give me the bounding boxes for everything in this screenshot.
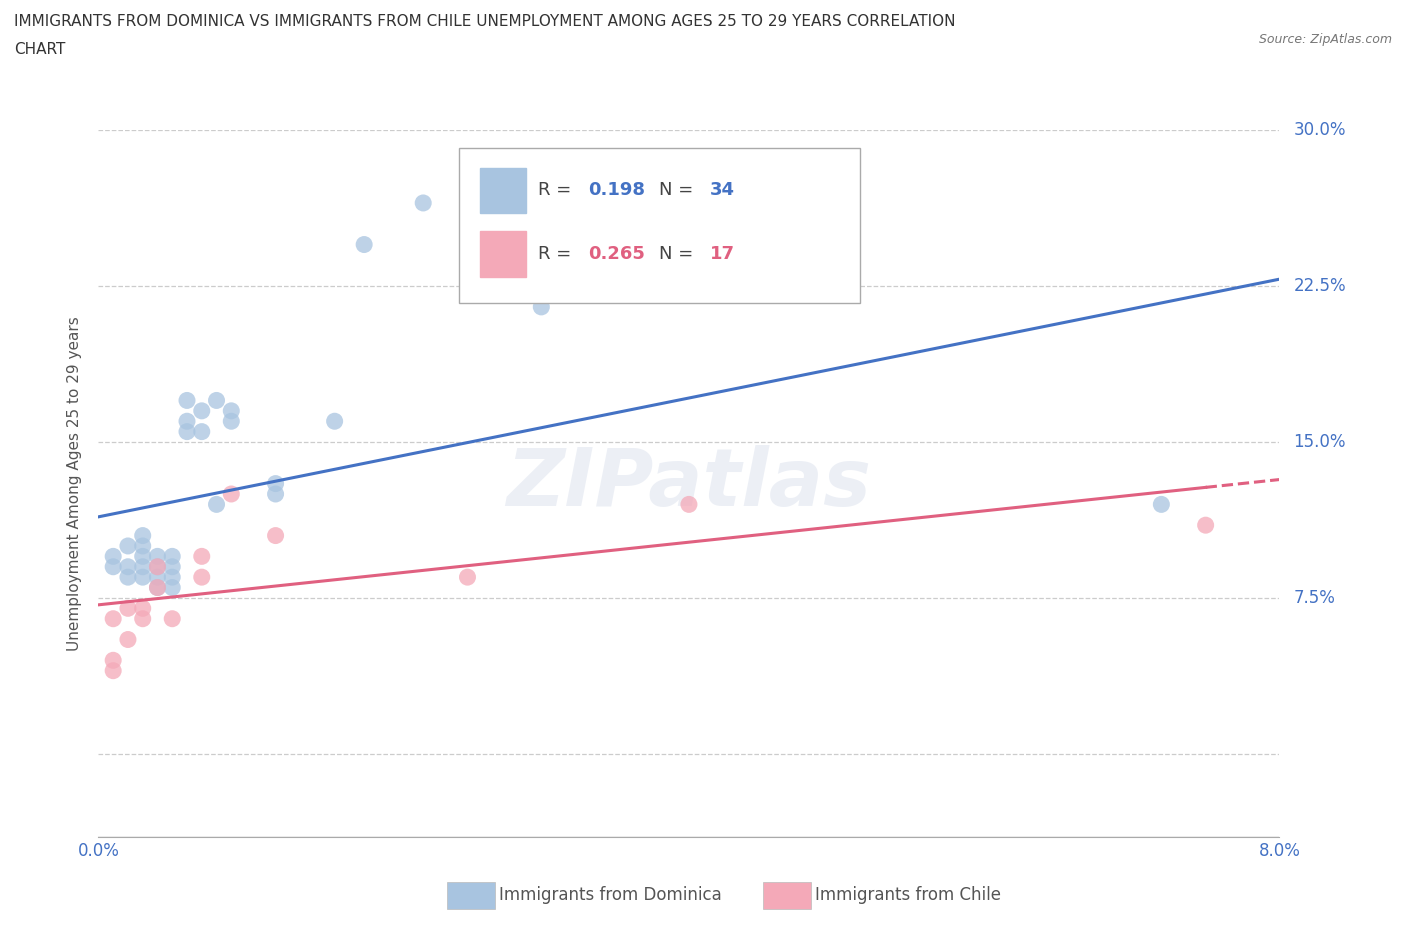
FancyBboxPatch shape [458, 148, 860, 303]
Text: 0.198: 0.198 [589, 181, 645, 199]
Point [205, 497, 228, 512]
Point [117, 632, 139, 647]
Point [530, 299, 553, 314]
Text: CHART: CHART [14, 42, 66, 57]
Point [191, 404, 214, 418]
Point [103, 611, 124, 626]
Text: N =: N = [659, 181, 699, 199]
Text: Immigrants from Chile: Immigrants from Chile [815, 886, 1001, 904]
Text: 0.265: 0.265 [589, 245, 645, 263]
Point [146, 570, 169, 585]
Point [146, 580, 169, 595]
Text: 34: 34 [710, 181, 735, 199]
Text: N =: N = [659, 245, 699, 263]
Text: 15.0%: 15.0% [1294, 433, 1346, 451]
Point [132, 559, 155, 574]
Point [146, 580, 169, 595]
FancyBboxPatch shape [479, 167, 526, 213]
Point [117, 601, 139, 616]
Point [132, 570, 155, 585]
Text: 30.0%: 30.0% [1294, 121, 1346, 140]
Point [103, 549, 124, 564]
Point [353, 237, 375, 252]
Text: R =: R = [537, 181, 576, 199]
FancyBboxPatch shape [479, 232, 526, 276]
Point [146, 559, 169, 574]
Text: Source: ZipAtlas.com: Source: ZipAtlas.com [1258, 33, 1392, 46]
Point [191, 549, 214, 564]
Point [132, 549, 155, 564]
Point [117, 570, 139, 585]
Point [162, 611, 183, 626]
Point [117, 538, 139, 553]
Point [162, 580, 183, 595]
Point [412, 195, 434, 210]
Point [264, 528, 287, 543]
Point [162, 570, 183, 585]
Point [264, 486, 287, 501]
Point [132, 601, 155, 616]
Point [264, 476, 287, 491]
Point [191, 424, 214, 439]
Point [323, 414, 346, 429]
Point [146, 559, 169, 574]
Text: R =: R = [537, 245, 576, 263]
Point [176, 393, 198, 408]
Text: 22.5%: 22.5% [1294, 277, 1346, 295]
Point [1150, 497, 1173, 512]
Point [132, 538, 155, 553]
Point [1194, 518, 1216, 533]
Point [132, 611, 155, 626]
Point [205, 393, 228, 408]
Point [103, 663, 124, 678]
Point [219, 486, 242, 501]
Point [191, 570, 214, 585]
Point [132, 528, 155, 543]
Point [678, 497, 700, 512]
Text: IMMIGRANTS FROM DOMINICA VS IMMIGRANTS FROM CHILE UNEMPLOYMENT AMONG AGES 25 TO : IMMIGRANTS FROM DOMINICA VS IMMIGRANTS F… [14, 14, 956, 29]
Point [176, 424, 198, 439]
Point [117, 559, 139, 574]
Text: Immigrants from Dominica: Immigrants from Dominica [499, 886, 721, 904]
Text: 7.5%: 7.5% [1294, 589, 1336, 607]
Point [103, 559, 124, 574]
Point [219, 404, 242, 418]
Y-axis label: Unemployment Among Ages 25 to 29 years: Unemployment Among Ages 25 to 29 years [67, 316, 83, 651]
Point [162, 549, 183, 564]
Point [176, 414, 198, 429]
Point [146, 549, 169, 564]
Text: 17: 17 [710, 245, 735, 263]
Point [219, 414, 242, 429]
Point [456, 570, 478, 585]
Point [162, 559, 183, 574]
Text: ZIPatlas: ZIPatlas [506, 445, 872, 523]
Point [103, 653, 124, 668]
